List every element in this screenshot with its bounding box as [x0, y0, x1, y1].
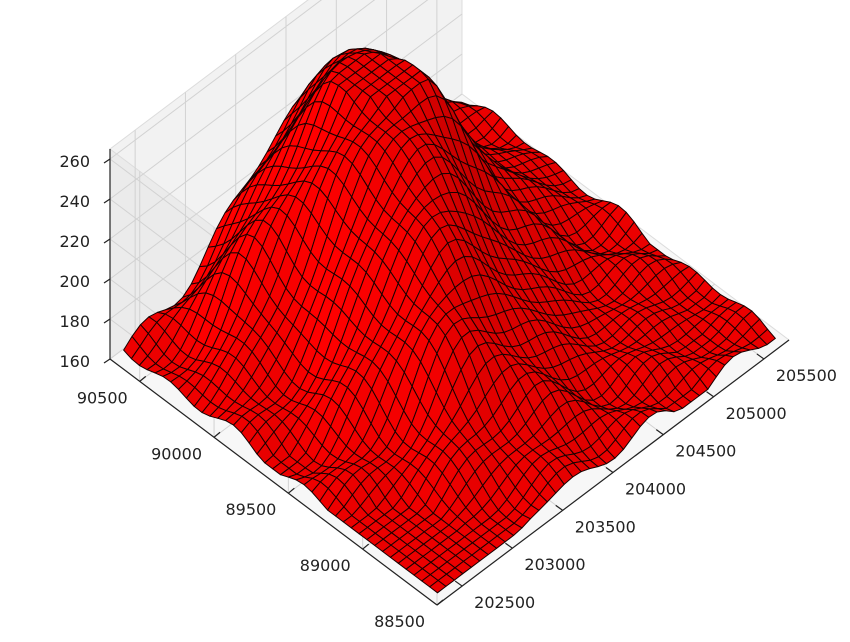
x-tick	[756, 353, 765, 360]
y-tick-label: 89000	[300, 556, 351, 575]
z-tick-label: 160	[59, 352, 90, 371]
y-tick	[213, 431, 221, 438]
surface-mesh	[123, 47, 776, 594]
x-tick	[706, 391, 714, 398]
z-tick	[103, 318, 111, 324]
axes: 202500 203000 203500 204000 204500 205000 2055…	[59, 149, 837, 631]
x-tick	[454, 580, 463, 587]
x-tick-label: 204000	[625, 480, 686, 499]
surface-facet	[429, 580, 447, 594]
y-tick	[436, 599, 444, 606]
x-tick-label: 205500	[776, 366, 837, 385]
y-tick-label: 89500	[225, 500, 276, 519]
z-tick-label: 220	[59, 232, 90, 251]
z-wall-gridline-y	[109, 0, 429, 240]
y-tick	[362, 543, 370, 550]
y-tick-label: 90500	[77, 388, 128, 407]
x-tick-label: 203000	[524, 555, 585, 574]
z-tick-label: 240	[59, 192, 90, 211]
x-tick	[655, 429, 664, 436]
x-tick-label: 202500	[474, 593, 535, 612]
y-tick	[139, 375, 147, 382]
z-wall-gridline-y	[109, 0, 323, 160]
y-axis-line	[109, 358, 438, 606]
z-tick-label: 180	[59, 312, 90, 331]
y-tick	[287, 487, 295, 494]
x-tick-label: 205000	[726, 404, 787, 423]
y-tick-label: 90000	[151, 444, 202, 463]
x-tick-label: 203500	[575, 517, 636, 536]
z-tick-label: 260	[59, 152, 90, 171]
y-tick-label: 88500	[374, 612, 425, 631]
x-tick-label: 204500	[675, 442, 736, 461]
z-tick	[103, 238, 111, 244]
z-tick	[103, 158, 111, 164]
z-tick	[103, 358, 111, 364]
x-tick	[605, 467, 614, 473]
z-tick	[103, 278, 111, 284]
z-tick-label: 200	[59, 272, 90, 291]
x-tick	[505, 542, 513, 549]
z-wall-gridline-y	[109, 0, 376, 200]
x-tick	[555, 504, 564, 511]
z-tick	[103, 198, 111, 204]
